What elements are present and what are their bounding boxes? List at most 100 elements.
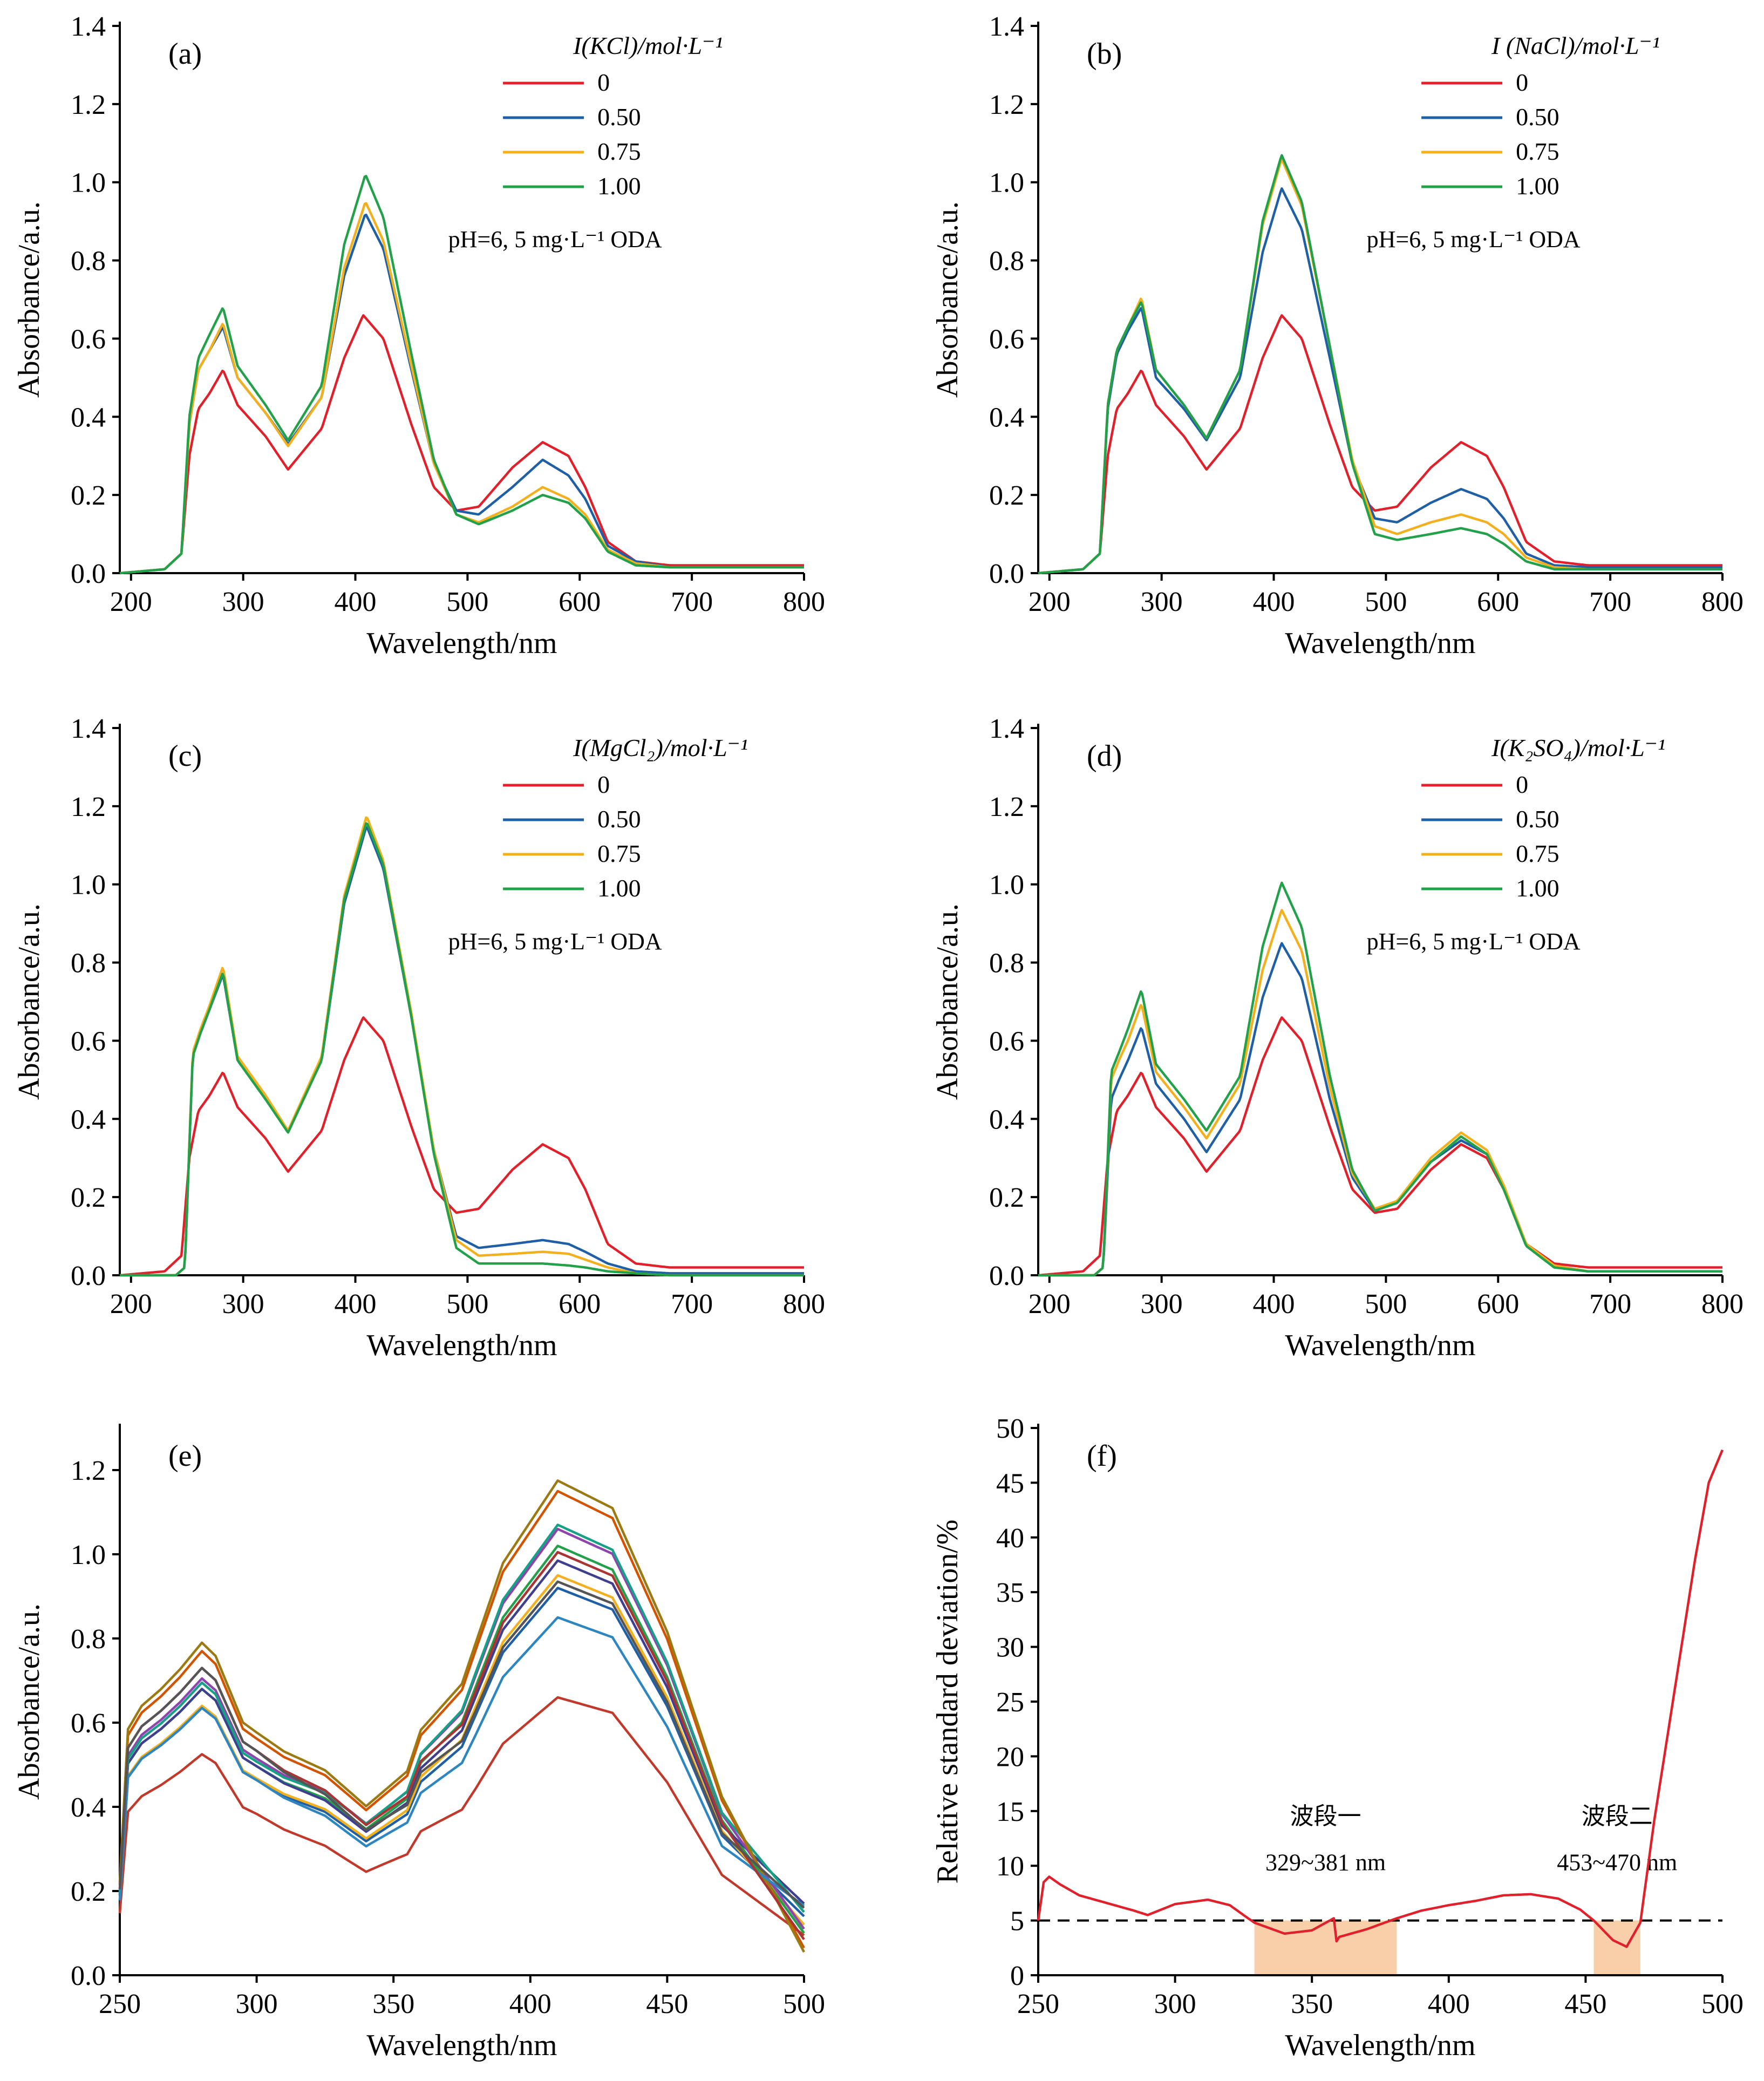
legend-title: I(KCl)/mol·L⁻¹ (573, 32, 723, 59)
x-tick-label: 300 (1141, 1289, 1183, 1320)
y-tick-label: 0.2 (71, 1182, 106, 1213)
y-tick-label: 1.2 (989, 792, 1024, 822)
x-tick-label: 200 (110, 1289, 152, 1320)
y-tick-label: 0.2 (71, 1876, 106, 1907)
chart-panel-d: 200 300 400 500 600 700 800 0.0 0.2 0.4 0.6 0.8 1.0 1… (931, 713, 1743, 1362)
y-tick-label: 1.2 (71, 90, 106, 120)
band-range-label-2: 453~470 nm (1557, 1849, 1677, 1875)
y-tick-label: 1.0 (989, 870, 1024, 901)
series-line-2 (120, 826, 804, 1277)
x-axis-title: Wavelength/nm (366, 2029, 557, 2062)
y-axis-title: Relative standard deviation/% (931, 1520, 964, 1884)
band-region-1 (1254, 1920, 1397, 1975)
series-line-5 (118, 1559, 805, 1905)
y-axis-title: Absorbance/a.u. (12, 903, 46, 1100)
y-tick-label: 0.8 (71, 1624, 106, 1655)
series-line-1 (1038, 314, 1722, 575)
y-tick-label: 0.2 (989, 1182, 1024, 1213)
chart-panel-e: 250 300 350 400 450 500 0.0 0.2 0.4 0.6 0.8 1.0 1.2 W… (12, 1424, 825, 2062)
legend-label-2: 0.50 (1516, 805, 1559, 833)
x-tick-label: 300 (222, 587, 264, 617)
y-tick-label: 0.0 (71, 559, 106, 589)
x-tick-label: 800 (783, 1289, 825, 1320)
legend-label-4: 1.00 (597, 874, 641, 902)
x-tick-label: 500 (1365, 1289, 1407, 1320)
y-tick-label: 1.2 (989, 90, 1024, 120)
y-tick-label: 0.2 (71, 480, 106, 511)
y-tick-label: 0.8 (989, 948, 1024, 979)
y-tick-label: 1.0 (71, 1540, 106, 1570)
x-tick-label: 500 (446, 587, 488, 617)
x-tick-label: 250 (99, 1989, 141, 2019)
y-tick-label: 0.6 (71, 1026, 106, 1057)
y-tick-label: 0.4 (71, 1104, 106, 1135)
series-line-12 (118, 1580, 805, 1909)
legend-label-2: 0.50 (597, 805, 641, 833)
y-tick-label: 1.0 (989, 168, 1024, 199)
series-line-8 (118, 1490, 805, 1949)
series-line-4 (120, 822, 804, 1277)
x-tick-label: 200 (1029, 1289, 1071, 1320)
x-tick-label: 400 (509, 1989, 551, 2019)
y-tick-label: 0.4 (71, 402, 106, 433)
legend-title: I(K₂SO₄)/mol·L⁻¹ (1491, 734, 1665, 761)
y-tick-label: 1.4 (989, 11, 1024, 42)
chart-panel-a: 200 300 400 500 600 700 800 0.0 0.2 0.4 0.6 0.8 1.0 1… (12, 11, 825, 660)
y-tick-label: 1.4 (989, 713, 1024, 744)
series-line-4 (1038, 154, 1722, 575)
series-line-3 (1038, 158, 1722, 575)
chart-panel-b: 200 300 400 500 600 700 800 0.0 0.2 0.4 0.6 0.8 1.0 1… (931, 11, 1743, 660)
x-tick-label: 400 (1253, 587, 1295, 617)
y-tick-label: 0.4 (71, 1792, 106, 1823)
legend-label-4: 1.00 (1516, 172, 1559, 200)
y-tick-label: 0.6 (71, 324, 106, 355)
x-tick-label: 300 (1141, 587, 1183, 617)
panel-label: (b) (1087, 37, 1122, 71)
legend-title: I(MgCl₂)/mol·L⁻¹ (573, 734, 748, 761)
y-tick-label: 50 (996, 1413, 1024, 1444)
x-tick-label: 600 (1477, 1289, 1519, 1320)
y-tick-label: 5 (1010, 1906, 1024, 1937)
series-line-2 (119, 213, 804, 575)
x-tick-label: 500 (1365, 587, 1407, 617)
x-tick-label: 600 (559, 587, 601, 617)
legend-label-1: 0 (597, 69, 610, 96)
series-line-4 (1038, 881, 1722, 1277)
x-axis-title: Wavelength/nm (1285, 2029, 1475, 2062)
x-tick-label: 700 (1589, 587, 1631, 617)
series-line-2 (118, 1587, 805, 1917)
chart-panel-c: 200 300 400 500 600 700 800 0.0 0.2 0.4 0.6 0.8 1.0 1… (12, 713, 825, 1362)
x-tick-label: 700 (671, 1289, 713, 1320)
y-axis-title: Absorbance/a.u. (12, 201, 46, 398)
y-tick-label: 0.8 (989, 246, 1024, 277)
y-tick-label: 1.0 (71, 168, 106, 199)
x-tick-label: 350 (1291, 1989, 1333, 2019)
panel-label: (f) (1087, 1439, 1117, 1473)
y-tick-label: 1.0 (71, 870, 106, 901)
x-tick-label: 400 (1253, 1289, 1295, 1320)
series-line-1 (1038, 1016, 1722, 1277)
y-tick-label: 0.0 (71, 1961, 106, 1991)
condition-note: pH=6, 5 mg·L⁻¹ ODA (1367, 226, 1581, 253)
y-tick-label: 0.0 (989, 559, 1024, 589)
legend-label-1: 0 (1516, 771, 1528, 798)
panel-label: (d) (1087, 739, 1122, 773)
series-line-1 (118, 1696, 805, 1936)
y-axis-title: Absorbance/a.u. (12, 1603, 46, 1800)
y-axis-title: Absorbance/a.u. (931, 903, 964, 1100)
x-tick-label: 700 (1589, 1289, 1631, 1320)
y-tick-label: 0.6 (989, 324, 1024, 355)
condition-note: pH=6, 5 mg·L⁻¹ ODA (448, 928, 662, 955)
band-name-2: 波段二 (1582, 1803, 1653, 1830)
y-tick-label: 10 (996, 1851, 1024, 1882)
series-line-3 (1038, 909, 1722, 1277)
legend-title: I (NaCl)/mol·L⁻¹ (1491, 32, 1660, 59)
x-tick-label: 800 (1701, 587, 1743, 617)
legend-label-1: 0 (597, 771, 610, 798)
series-line-7 (118, 1524, 805, 1913)
y-tick-label: 0.0 (989, 1261, 1024, 1291)
x-axis-title: Wavelength/nm (1285, 1329, 1475, 1362)
legend-label-3: 0.75 (597, 840, 641, 867)
x-tick-label: 300 (222, 1289, 264, 1320)
